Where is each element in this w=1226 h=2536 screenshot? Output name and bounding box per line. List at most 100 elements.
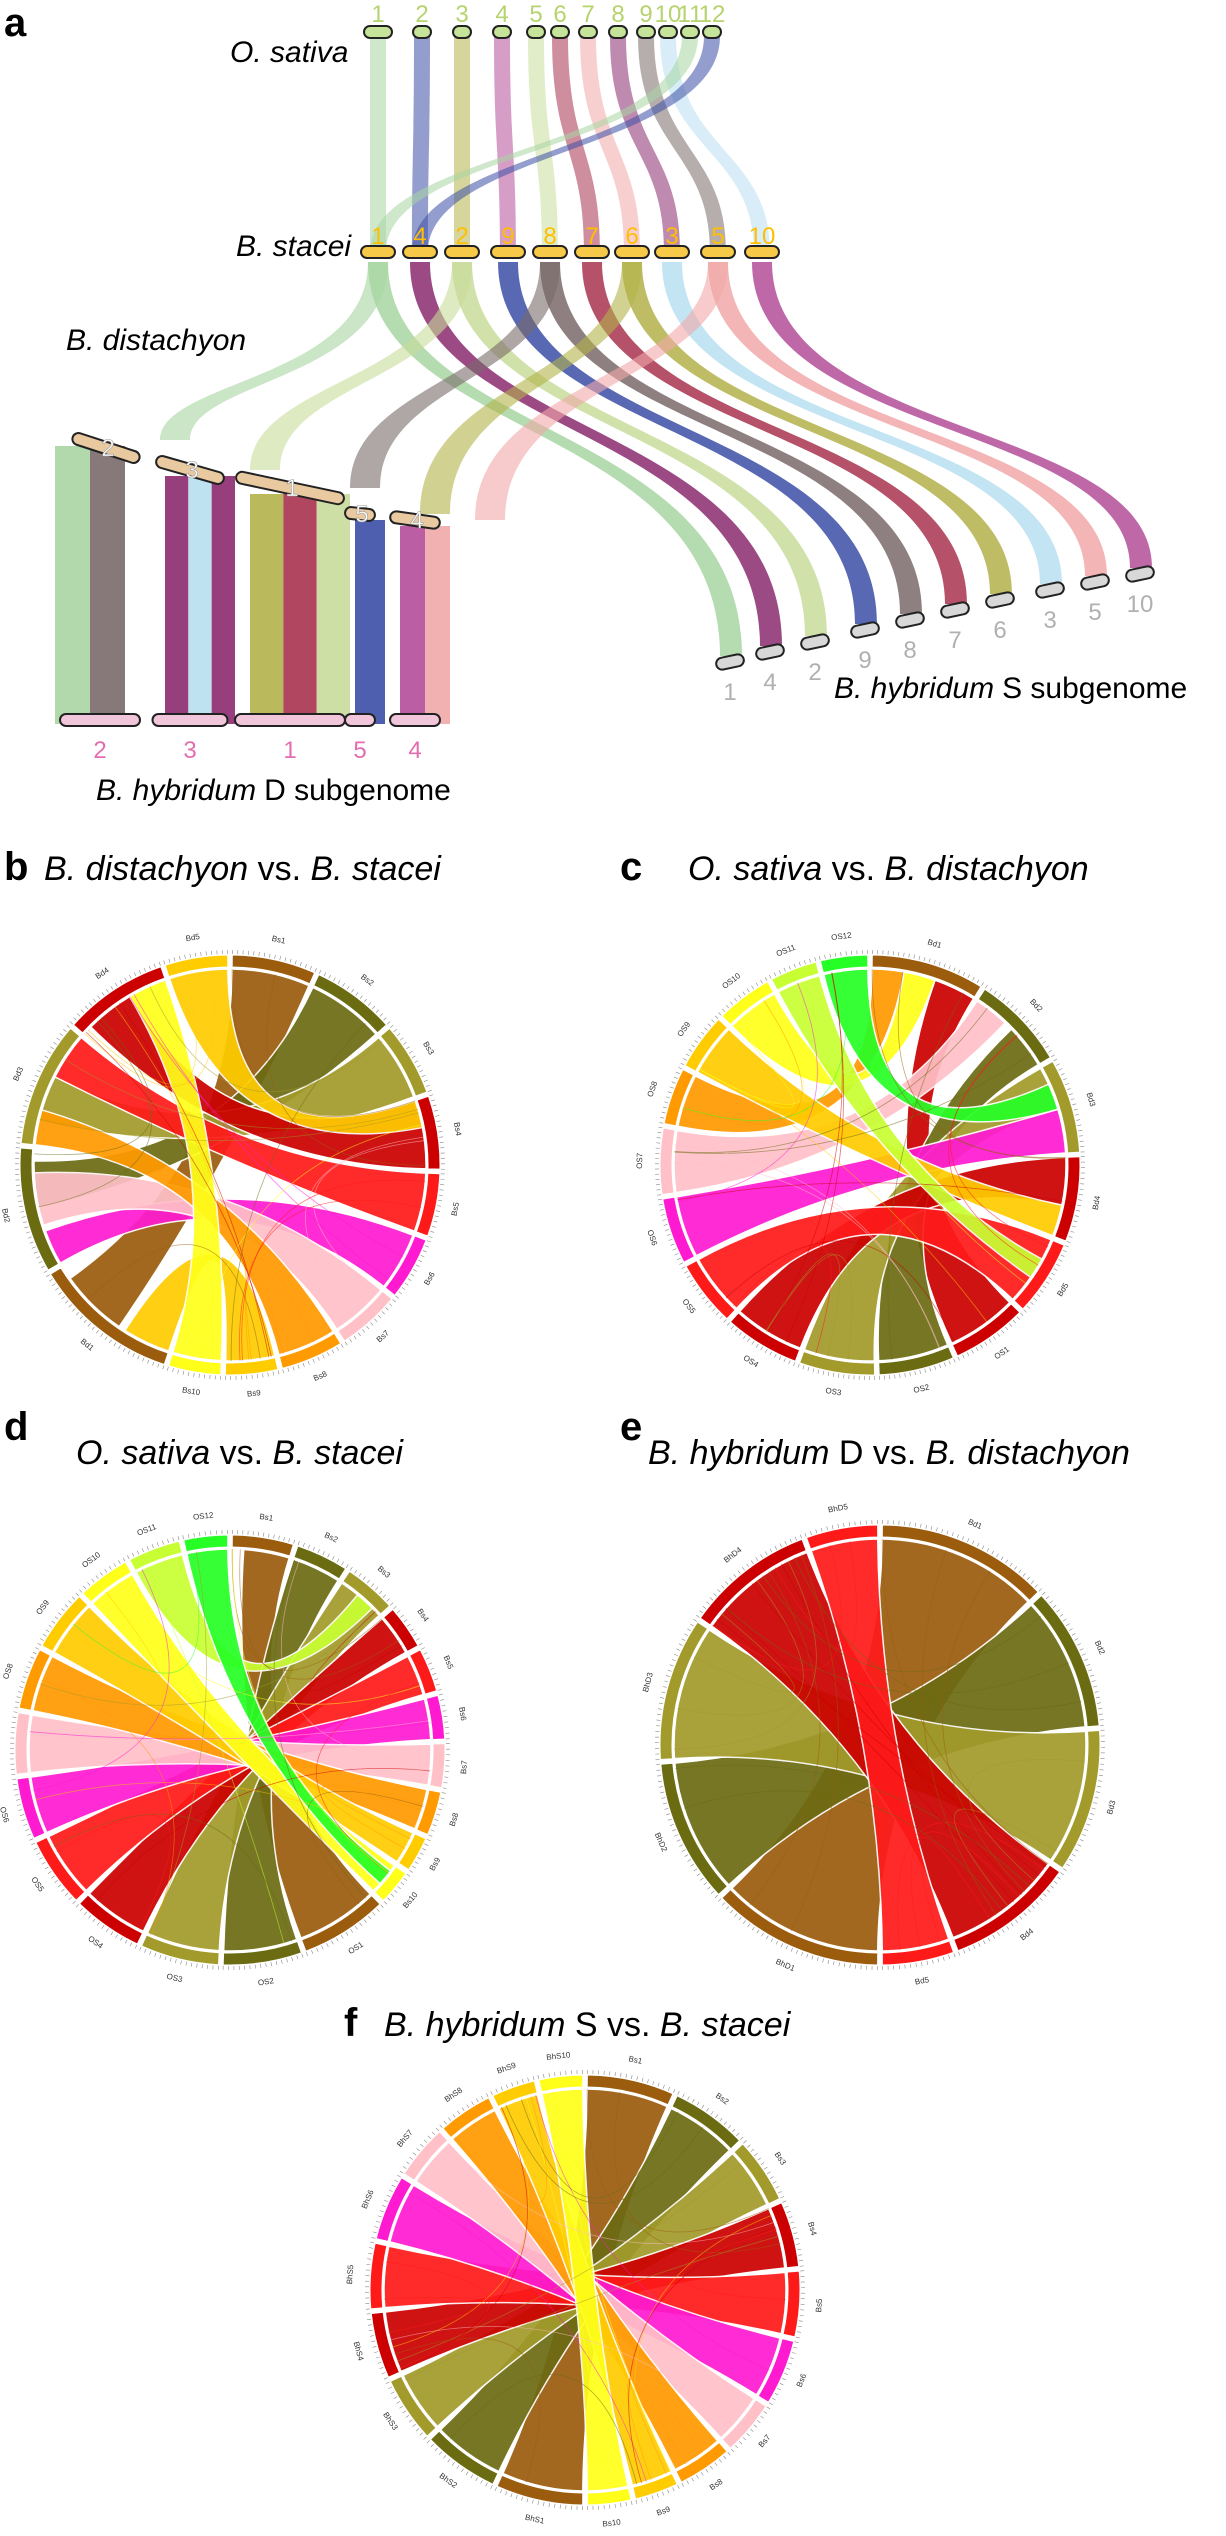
- scale-tick: [332, 1556, 335, 1560]
- scale-tick: [788, 1360, 791, 1365]
- scale-tick: [631, 2500, 633, 2505]
- scale-tick: [664, 1101, 669, 1104]
- scale-tick: [770, 1938, 774, 1943]
- scale-tick: [693, 1618, 697, 1622]
- scale-tick: [817, 1369, 820, 1374]
- scale-tick: [899, 1373, 901, 1378]
- chromosome-label: Bs10: [181, 1385, 201, 1397]
- chromosome-label: BhD2: [653, 1831, 670, 1853]
- panel-d-title: O. sativa vs. B. stacei: [76, 1434, 404, 1472]
- scale-tick: [665, 1229, 670, 1231]
- scale-tick: [282, 1369, 284, 1374]
- scale-tick: [1051, 1272, 1055, 1276]
- scale-tick: [366, 2318, 372, 2321]
- scale-tick: [686, 2480, 689, 2485]
- scale-tick: [984, 1341, 988, 1346]
- scale-tick: [288, 1538, 291, 1543]
- circos-thin-link: [725, 1608, 1015, 1902]
- scale-tick: [702, 1606, 707, 1609]
- scale-tick: [658, 1702, 663, 1705]
- title-segment: O. sativa: [76, 1434, 210, 1472]
- bhs-chrom-label: 1: [723, 679, 736, 706]
- scale-tick: [146, 1546, 149, 1551]
- ideogram-arc: [662, 1196, 696, 1263]
- scale-tick: [495, 2088, 498, 2093]
- circos-thin-link: [199, 1124, 422, 1359]
- scale-tick: [127, 1555, 130, 1560]
- scale-tick: [284, 957, 287, 962]
- scale-tick: [953, 1953, 956, 1958]
- scale-tick: [1035, 1032, 1040, 1036]
- ideogram-arc: [878, 1346, 954, 1376]
- ribbon-bd-to-bhd: [188, 476, 212, 724]
- scale-tick: [734, 1913, 738, 1917]
- chromosome-label: OS12: [193, 1510, 215, 1521]
- circos-thin-link: [674, 1560, 817, 1750]
- bhs-chrom-label: 10: [1127, 591, 1154, 618]
- ribbon-bs-to-bd: [250, 262, 472, 470]
- panel-f: f B. hybridum S vs. B. stacei Bs1Bs2Bs3B…: [344, 2001, 824, 2529]
- scale-tick: [718, 2459, 722, 2463]
- scale-tick: [490, 2091, 493, 2095]
- scale-tick: [322, 1354, 325, 1359]
- scale-tick: [413, 1633, 417, 1636]
- scale-tick: [189, 953, 191, 958]
- scale-tick: [371, 2237, 376, 2239]
- scale-tick: [962, 1354, 965, 1359]
- scale-tick: [831, 1525, 834, 1530]
- osativa-chrom-label: 1: [371, 1, 384, 28]
- scale-tick: [963, 1949, 966, 1954]
- scale-tick: [923, 957, 926, 962]
- scale-tick: [1071, 1225, 1076, 1228]
- scale-tick: [926, 1960, 929, 1965]
- scale-tick: [697, 1035, 702, 1039]
- osativa-chrom-label: 7: [581, 1, 594, 28]
- ribbon-os-to-bs: [370, 36, 386, 252]
- scale-tick: [997, 1932, 1000, 1936]
- scale-tick: [692, 2098, 695, 2103]
- scale-tick: [532, 2499, 534, 2504]
- scale-tick: [163, 960, 166, 965]
- scale-tick: [393, 1605, 397, 1610]
- scale-tick: [532, 2076, 535, 2081]
- ideogram-arc: [164, 954, 229, 978]
- scale-tick: [388, 2189, 393, 2193]
- scale-tick: [367, 1002, 372, 1006]
- scale-tick: [420, 1255, 425, 1258]
- scale-tick: [1074, 1849, 1079, 1852]
- scale-tick: [937, 1958, 940, 1963]
- scale-tick: [32, 1079, 37, 1082]
- scale-tick: [110, 985, 114, 990]
- scale-tick: [968, 1947, 971, 1952]
- chromosome-label: OS10: [720, 971, 742, 991]
- scale-tick: [750, 1560, 754, 1564]
- circos-thin-link: [525, 2097, 605, 2491]
- scale-tick: [88, 1915, 92, 1919]
- scale-tick: [283, 1536, 285, 1541]
- scale-tick: [27, 1833, 32, 1836]
- scale-tick: [681, 1266, 686, 1269]
- scale-tick: [690, 1623, 694, 1627]
- scale-tick: [738, 1332, 742, 1336]
- ideogram-arc: [14, 1712, 31, 1775]
- scale-tick: [59, 1033, 64, 1037]
- scale-tick: [179, 955, 181, 961]
- panel-b-title: B. distachyon vs. B. stacei: [44, 850, 442, 888]
- chromosome-label: OS11: [136, 1522, 158, 1538]
- scale-tick: [722, 1902, 726, 1906]
- scale-tick: [466, 2104, 470, 2109]
- scale-tick: [662, 1686, 667, 1688]
- scale-tick: [765, 1935, 769, 1940]
- scale-tick: [349, 1566, 353, 1571]
- bhd-subgenome-label: B. hybridum D subgenome: [96, 774, 451, 807]
- scale-tick: [664, 1680, 669, 1683]
- scale-tick: [403, 1041, 407, 1045]
- scale-tick: [1039, 1289, 1044, 1293]
- scale-tick: [932, 1959, 934, 1964]
- bstacei-chrom-label: 9: [501, 223, 514, 250]
- circos-thin-link: [35, 1782, 408, 1846]
- scale-tick: [981, 1545, 985, 1550]
- circos-thin-link: [716, 1618, 1047, 1868]
- bhd-chrom-label: 4: [408, 737, 421, 764]
- scale-tick: [795, 1949, 798, 1954]
